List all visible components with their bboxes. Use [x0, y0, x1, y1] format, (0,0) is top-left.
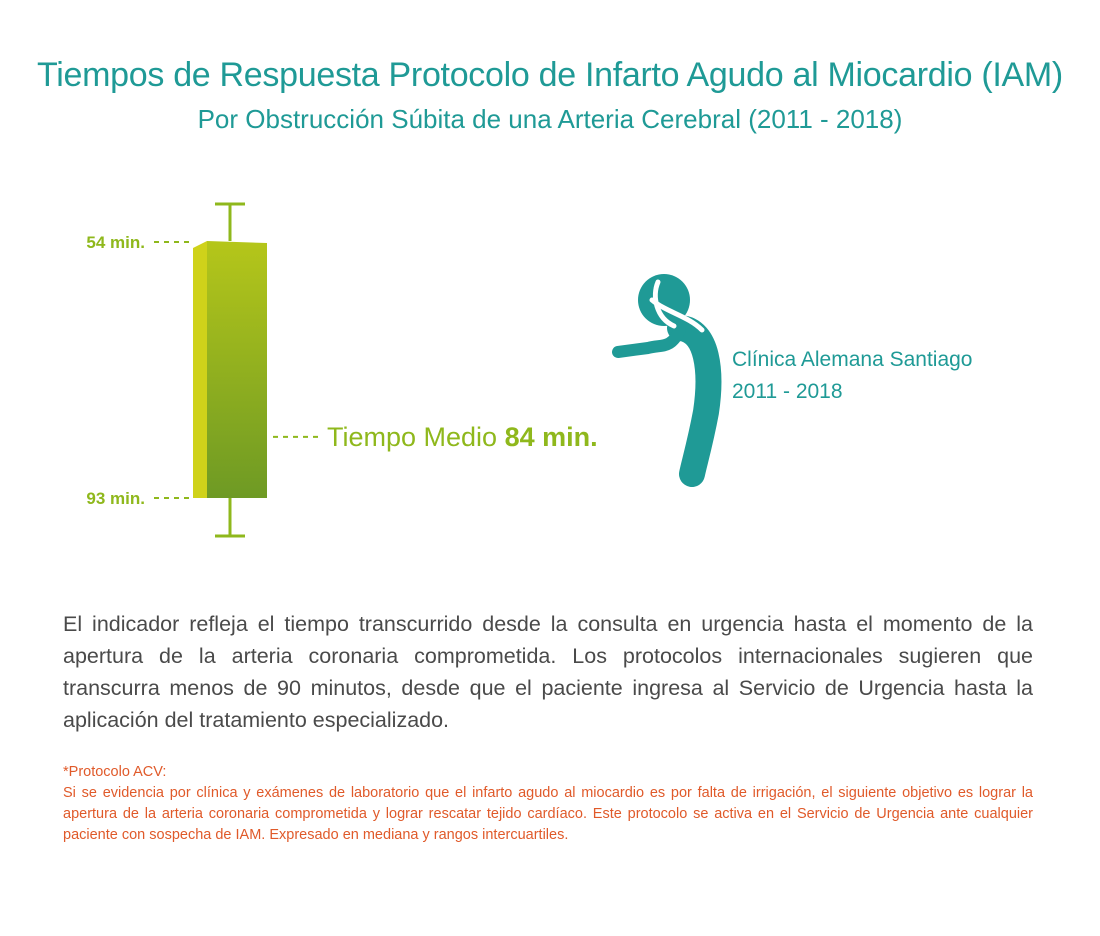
protocol-note: *Protocolo ACV: Si se evidencia por clín…	[63, 762, 1033, 846]
note-heading: *Protocolo ACV:	[63, 764, 167, 780]
note-text: Si se evidencia por clínica y exámenes d…	[63, 785, 1033, 843]
q1-label: 54 min.	[86, 233, 145, 252]
box-plot-chart: 54 min. 93 min. Tiempo Medio 84 min.	[86, 202, 722, 538]
box-side-face	[193, 241, 207, 498]
person-chest-pain-icon	[612, 274, 722, 487]
caption-period: 2011 - 2018	[732, 380, 843, 403]
median-label: Tiempo Medio 84 min.	[327, 422, 598, 452]
median-text: Tiempo Medio	[327, 422, 505, 452]
page-title: Tiempos de Respuesta Protocolo de Infart…	[37, 56, 1063, 94]
figure-caption: Clínica Alemana Santiago 2011 - 2018	[732, 344, 973, 408]
page-subtitle: Por Obstrucción Súbita de una Arteria Ce…	[197, 104, 903, 134]
box-interquartile	[207, 241, 267, 498]
q3-label: 93 min.	[86, 489, 145, 508]
caption-institution: Clínica Alemana Santiago	[732, 348, 973, 371]
description-paragraph: El indicador refleja el tiempo transcurr…	[63, 612, 1033, 732]
median-value: 84 min.	[505, 422, 598, 452]
